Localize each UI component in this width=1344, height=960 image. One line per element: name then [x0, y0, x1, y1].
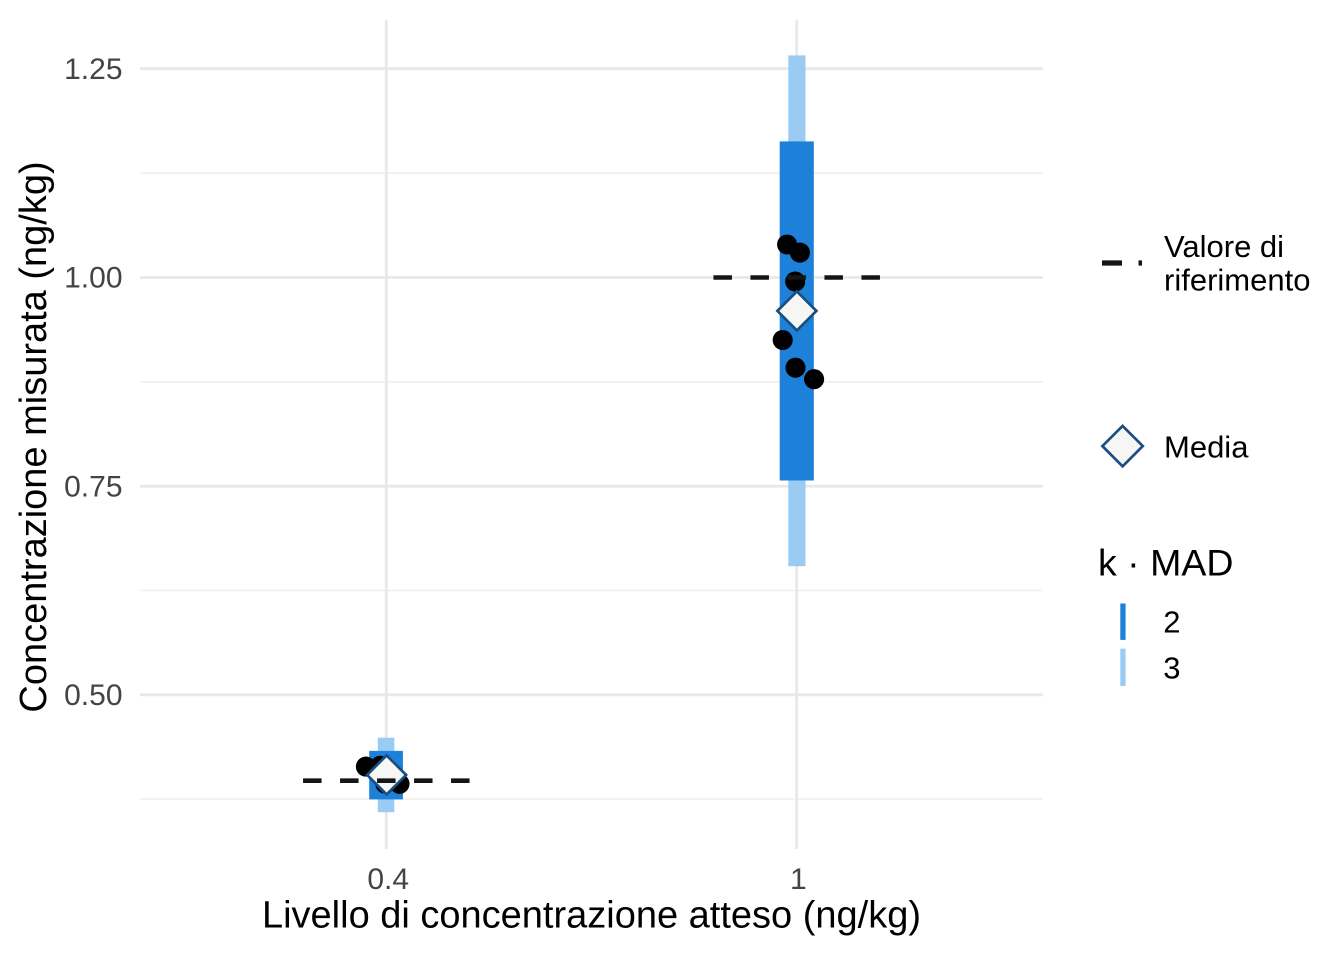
svg-text:1: 1	[790, 863, 807, 896]
svg-text:3: 3	[1163, 651, 1180, 686]
svg-text:Concentrazione misurata (ng/kg: Concentrazione misurata (ng/kg)	[13, 161, 55, 712]
svg-text:1.00: 1.00	[64, 262, 122, 295]
svg-text:1.25: 1.25	[64, 53, 122, 86]
svg-text:2: 2	[1163, 605, 1180, 640]
svg-text:0.4: 0.4	[367, 863, 409, 896]
svg-text:0.75: 0.75	[64, 470, 122, 503]
svg-text:0.50: 0.50	[64, 679, 122, 712]
svg-text:k · MAD: k · MAD	[1098, 542, 1233, 584]
svg-text:Valore di: Valore di	[1164, 229, 1284, 264]
svg-text:riferimento: riferimento	[1164, 262, 1310, 297]
svg-text:Livello di concentrazione atte: Livello di concentrazione atteso (ng/kg)	[262, 894, 921, 936]
svg-text:Media: Media	[1164, 429, 1249, 464]
